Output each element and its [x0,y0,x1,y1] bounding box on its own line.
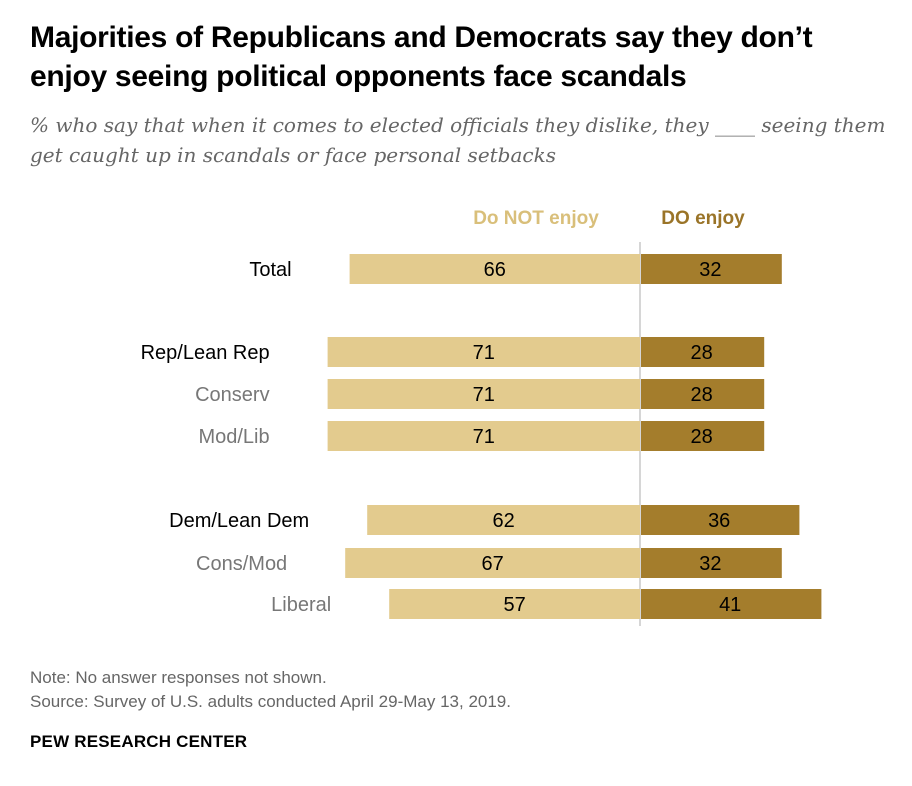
category-label-rep-lean-rep: Rep/Lean Rep [141,342,270,364]
bar-not-enjoy-dem-lean-dem [367,505,640,535]
value-enjoy-mod-lib: 28 [690,426,712,448]
bar-enjoy-total [641,254,782,284]
category-label-total: Total [249,259,291,281]
value-enjoy-dem-lean-dem: 36 [708,510,730,532]
chart-subtitle: % who say that when it comes to elected … [30,113,886,167]
value-not-enjoy-conserv: 71 [473,384,495,406]
value-not-enjoy-rep-lean-rep: 71 [473,342,495,364]
value-enjoy-total: 32 [699,259,721,281]
value-not-enjoy-liberal: 57 [503,594,525,616]
bar-enjoy-cons-mod [641,548,782,578]
value-not-enjoy-dem-lean-dem: 62 [492,510,514,532]
legend-do-not-enjoy: Do NOT enjoy [473,208,599,229]
value-not-enjoy-mod-lib: 71 [473,426,495,448]
value-enjoy-rep-lean-rep: 28 [690,342,712,364]
category-label-mod-lib: Mod/Lib [198,426,269,448]
bar-enjoy-liberal [641,589,822,619]
source-text: Source: Survey of U.S. adults conducted … [30,692,511,711]
bar-not-enjoy-conserv [327,379,640,409]
bar-enjoy-mod-lib [641,421,765,451]
value-enjoy-liberal: 41 [719,594,741,616]
bar-not-enjoy-mod-lib [327,421,640,451]
pew-logo-text: PEW RESEARCH CENTER [30,732,248,751]
value-enjoy-cons-mod: 32 [699,553,721,575]
bar-not-enjoy-rep-lean-rep [327,337,640,367]
note-text: Note: No answer responses not shown. [30,668,327,687]
category-label-liberal: Liberal [271,594,331,616]
bar-not-enjoy-cons-mod [345,548,640,578]
bar-not-enjoy-liberal [389,589,640,619]
notes-block: Note: No answer responses not shown. Sou… [30,666,890,714]
value-enjoy-conserv: 28 [690,384,712,406]
diverging-bar-chart: Do NOT enjoy DO enjoy 66 32 Total 71 28 Rep/Lea… [141,208,822,626]
legend-do-enjoy: DO enjoy [661,208,745,229]
chart-title: Majorities of Republicans and Democrats … [30,21,813,93]
bar-enjoy-rep-lean-rep [641,337,765,367]
value-not-enjoy-cons-mod: 67 [481,553,503,575]
category-label-conserv: Conserv [195,384,269,406]
category-label-cons-mod: Cons/Mod [196,553,287,575]
bar-not-enjoy-total [349,254,640,284]
category-label-dem-lean-dem: Dem/Lean Dem [169,510,309,532]
value-not-enjoy-total: 66 [484,259,506,281]
bar-enjoy-dem-lean-dem [641,505,800,535]
bar-enjoy-conserv [641,379,765,409]
